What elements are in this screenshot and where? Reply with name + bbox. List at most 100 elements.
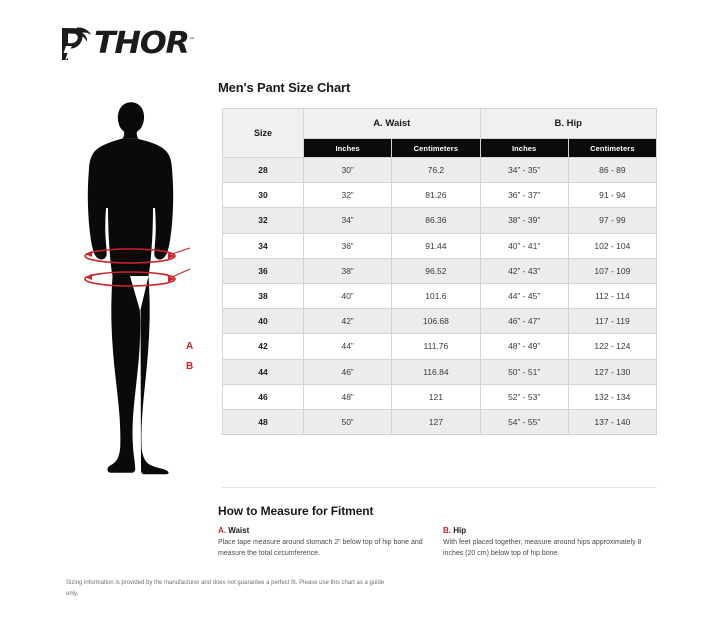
table-body: 28 30” 76.2 34” - 35” 86 - 89 30 32” 81.26 36” -… xyxy=(222,156,658,436)
cell-hip-inches: 50” - 51” xyxy=(479,358,569,385)
cell-size: 30 xyxy=(222,182,304,209)
cell-size: 38 xyxy=(222,282,304,310)
cell-hip-inches: 36” - 37” xyxy=(479,182,569,209)
cell-waist-inches: 48” xyxy=(302,383,393,410)
table-group-header-row: Size A. Waist B. Hip xyxy=(222,107,657,158)
cell-hip-centimeters: 117 - 119 xyxy=(567,308,658,335)
cell-waist-inches: 40” xyxy=(302,282,393,310)
cell-waist-inches: 50” xyxy=(302,408,393,436)
cell-size: 28 xyxy=(222,156,304,184)
measure-name-hip: Hip xyxy=(451,526,467,535)
cell-waist-inches: 46” xyxy=(302,358,393,385)
table-row: 44 46” 116.84 50” - 51” 127 - 130 xyxy=(222,358,658,385)
measure-head-hip: B. Hip xyxy=(443,526,661,535)
table-row: 28 30” 76.2 34” - 35” 86 - 89 xyxy=(222,156,658,184)
cell-hip-inches: 34” - 35” xyxy=(479,156,569,184)
cell-waist-centimeters: 91.44 xyxy=(391,232,481,259)
cell-waist-inches: 30” xyxy=(302,156,393,184)
male-silhouette-icon xyxy=(84,102,191,475)
table-row: 36 38” 96.52 42” - 43” 107 - 109 xyxy=(222,257,658,284)
cell-waist-centimeters: 111.76 xyxy=(391,333,481,360)
header-group-waist: A. Waist xyxy=(303,107,481,140)
header-group-hip: B. Hip xyxy=(479,107,657,140)
measure-text-waist: Place tape measure around stomach 2” bel… xyxy=(218,539,423,557)
table-row: 30 32” 81.26 36” - 37” 91 - 94 xyxy=(222,182,658,209)
cell-waist-inches: 32” xyxy=(302,182,393,209)
table-sub-header-row: Inches Centimeters Inches Centimeters xyxy=(223,138,658,158)
cell-waist-centimeters: 86.36 xyxy=(391,207,481,234)
measure-block-hip: B. Hip With feet placed together, measur… xyxy=(443,526,661,560)
hip-label-b: B xyxy=(186,361,194,372)
cell-hip-centimeters: 132 - 134 xyxy=(567,383,658,410)
table-head: Size A. Waist B. Hip Inches Centimeters … xyxy=(222,107,658,158)
cell-size: 34 xyxy=(222,232,304,259)
measure-head-waist: A. Waist xyxy=(218,526,436,535)
trademark-symbol: ™ xyxy=(188,37,196,44)
cell-hip-inches: 54” - 55” xyxy=(479,408,569,436)
cell-size: 40 xyxy=(222,308,304,335)
measure-block-waist: A. Waist Place tape measure around stoma… xyxy=(218,526,436,560)
cell-hip-inches: 52” - 53” xyxy=(479,383,569,410)
cell-waist-centimeters: 127 xyxy=(391,408,481,436)
cell-waist-inches: 36” xyxy=(302,232,393,259)
brand-name: THOR™ xyxy=(94,26,196,61)
header-size: Size xyxy=(222,108,304,158)
cell-waist-centimeters: 96.52 xyxy=(391,257,481,284)
measure-section-title: How to Measure for Fitment xyxy=(218,504,374,518)
size-chart-table: Size A. Waist B. Hip Inches Centimeters … xyxy=(222,107,658,436)
cell-size: 48 xyxy=(222,408,304,436)
header-hip-centimeters: Centimeters xyxy=(567,138,658,158)
cell-hip-inches: 38” - 39” xyxy=(479,207,569,234)
measure-name-waist: Waist xyxy=(226,526,250,535)
header-hip-inches: Inches xyxy=(479,138,569,158)
cell-hip-centimeters: 107 - 109 xyxy=(567,257,658,284)
cell-size: 46 xyxy=(222,383,304,410)
measure-marker-a: A. xyxy=(218,526,226,535)
cell-size: 36 xyxy=(222,257,304,284)
cell-hip-centimeters: 127 - 130 xyxy=(567,358,658,385)
cell-hip-centimeters: 137 - 140 xyxy=(567,408,658,436)
section-divider xyxy=(222,487,657,488)
cell-hip-centimeters: 102 - 104 xyxy=(567,232,658,259)
page-title: Men's Pant Size Chart xyxy=(218,80,351,95)
cell-hip-inches: 48” - 49” xyxy=(479,333,569,360)
cell-waist-centimeters: 101.6 xyxy=(391,282,481,310)
waist-label-a: A xyxy=(186,341,194,352)
header-waist-inches: Inches xyxy=(302,138,393,158)
cell-waist-inches: 38” xyxy=(302,257,393,284)
table-row: 46 48” 121 52” - 53” 132 - 134 xyxy=(222,383,658,410)
cell-hip-centimeters: 86 - 89 xyxy=(567,156,658,184)
cell-hip-inches: 42” - 43” xyxy=(479,257,569,284)
disclaimer-text: Sizing information is provided by the ma… xyxy=(66,580,385,597)
body-silhouette-figure: A B xyxy=(62,96,212,478)
table-row: 42 44” 111.76 48” - 49” 122 - 124 xyxy=(222,333,658,360)
leader-lines xyxy=(171,247,191,278)
cell-size: 44 xyxy=(222,358,304,385)
cell-waist-centimeters: 81.26 xyxy=(391,182,481,209)
cell-size: 32 xyxy=(222,207,304,234)
cell-hip-centimeters: 122 - 124 xyxy=(567,333,658,360)
thor-brand-logo: THOR™ xyxy=(58,26,195,62)
cell-waist-centimeters: 121 xyxy=(391,383,481,410)
cell-hip-inches: 40” - 41” xyxy=(479,232,569,259)
cell-hip-inches: 46” - 47” xyxy=(479,308,569,335)
table-row: 48 50” 127 54” - 55” 137 - 140 xyxy=(222,408,658,436)
cell-hip-centimeters: 97 - 99 xyxy=(567,207,658,234)
cell-waist-inches: 42” xyxy=(302,308,393,335)
measure-marker-b: B. xyxy=(443,526,451,535)
thor-helmet-icon xyxy=(62,27,91,61)
cell-waist-centimeters: 76.2 xyxy=(391,156,481,184)
cell-waist-centimeters: 106.68 xyxy=(391,308,481,335)
cell-hip-inches: 44” - 45” xyxy=(479,282,569,310)
cell-hip-centimeters: 91 - 94 xyxy=(567,182,658,209)
measure-arrowheads xyxy=(85,251,175,282)
table-row: 40 42” 106.68 46” - 47” 117 - 119 xyxy=(222,308,658,335)
cell-waist-inches: 34” xyxy=(302,207,393,234)
cell-waist-centimeters: 116.84 xyxy=(391,358,481,385)
header-waist-centimeters: Centimeters xyxy=(391,138,481,158)
table-row: 34 36” 91.44 40” - 41” 102 - 104 xyxy=(222,232,658,259)
measure-text-hip: With feet placed together, measure aroun… xyxy=(443,539,642,557)
cell-waist-inches: 44” xyxy=(302,333,393,360)
table-row: 38 40” 101.6 44” - 45” 112 - 114 xyxy=(222,282,658,310)
